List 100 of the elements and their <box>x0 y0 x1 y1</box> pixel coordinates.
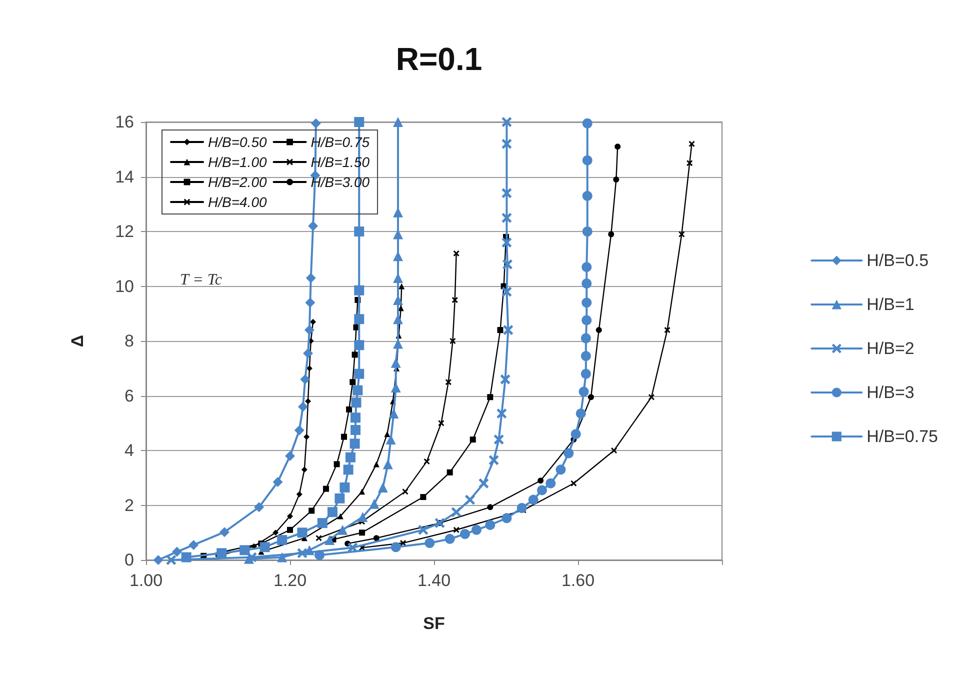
point <box>678 231 685 238</box>
point <box>465 494 475 505</box>
point <box>378 482 388 492</box>
point <box>277 552 288 562</box>
point <box>478 478 489 488</box>
point <box>384 431 390 438</box>
y-tick-label: 10 <box>115 276 134 296</box>
point <box>359 488 365 495</box>
y-tick-label: 14 <box>115 167 134 186</box>
point <box>596 327 602 334</box>
point <box>424 458 430 464</box>
point <box>451 507 462 518</box>
point <box>153 555 164 565</box>
point <box>354 117 364 127</box>
legend-label: H/B=0.50 <box>208 134 267 150</box>
point <box>310 118 321 128</box>
point <box>588 394 594 400</box>
point <box>648 394 654 400</box>
point <box>334 493 345 504</box>
point <box>528 494 538 505</box>
y-tick-label: 4 <box>124 441 134 460</box>
point <box>582 190 592 201</box>
point <box>502 138 512 149</box>
point <box>369 498 380 509</box>
point <box>340 482 350 492</box>
point <box>350 424 361 435</box>
point <box>390 382 401 393</box>
point <box>348 542 358 553</box>
point <box>580 333 591 344</box>
point <box>582 118 592 128</box>
point <box>582 278 592 289</box>
point <box>564 448 574 458</box>
point <box>350 438 360 449</box>
point <box>272 530 279 536</box>
point <box>582 226 592 236</box>
point <box>686 160 693 166</box>
legend-label: H/B=0.5 <box>866 251 929 270</box>
point <box>306 273 316 284</box>
point <box>390 358 401 368</box>
point <box>352 352 358 358</box>
point <box>305 398 311 404</box>
x-tick-label: 1.40 <box>417 571 451 590</box>
point <box>354 314 364 324</box>
point <box>390 542 401 552</box>
point <box>582 155 592 166</box>
legend-label: H/B=1.00 <box>208 154 267 170</box>
y-tick-label: 2 <box>124 496 134 515</box>
point <box>444 534 455 544</box>
point <box>352 385 363 396</box>
point <box>488 455 499 466</box>
point <box>323 486 329 492</box>
point <box>272 476 283 487</box>
point <box>580 351 591 362</box>
point <box>219 527 230 538</box>
point <box>502 117 512 127</box>
point <box>346 406 352 412</box>
point <box>614 144 621 150</box>
point <box>453 526 460 533</box>
point <box>503 325 514 336</box>
point <box>277 535 288 546</box>
point <box>500 374 510 384</box>
point <box>298 402 308 412</box>
point <box>304 325 314 336</box>
y-tick-label: 6 <box>124 386 134 406</box>
point <box>308 221 318 232</box>
point <box>487 504 494 510</box>
point <box>688 140 695 147</box>
legend-label: H/B=2.00 <box>208 174 267 190</box>
point <box>188 540 199 550</box>
point <box>350 379 356 386</box>
point <box>424 538 435 548</box>
y-axis-title: Δ <box>68 334 87 348</box>
point <box>240 545 250 556</box>
point <box>613 176 620 182</box>
point <box>301 466 308 473</box>
point <box>502 513 512 524</box>
point <box>287 513 293 520</box>
point <box>297 548 308 558</box>
point <box>285 450 295 461</box>
point <box>582 298 592 308</box>
point <box>359 530 365 536</box>
point <box>418 524 428 535</box>
point <box>354 285 364 296</box>
legend-label: H/B=1 <box>866 295 914 314</box>
point <box>402 488 408 495</box>
point <box>538 478 544 484</box>
x-tick-label: 1.00 <box>129 571 163 590</box>
point <box>450 338 456 344</box>
point <box>393 117 403 127</box>
point <box>373 535 380 542</box>
point <box>502 188 512 198</box>
point <box>172 546 182 557</box>
point <box>570 480 577 486</box>
legend-label: H/B=2 <box>866 339 914 358</box>
point <box>578 386 589 397</box>
point <box>582 315 592 326</box>
point <box>354 368 364 379</box>
y-tick-label: 8 <box>124 332 134 350</box>
point <box>608 231 614 238</box>
point <box>502 286 512 297</box>
